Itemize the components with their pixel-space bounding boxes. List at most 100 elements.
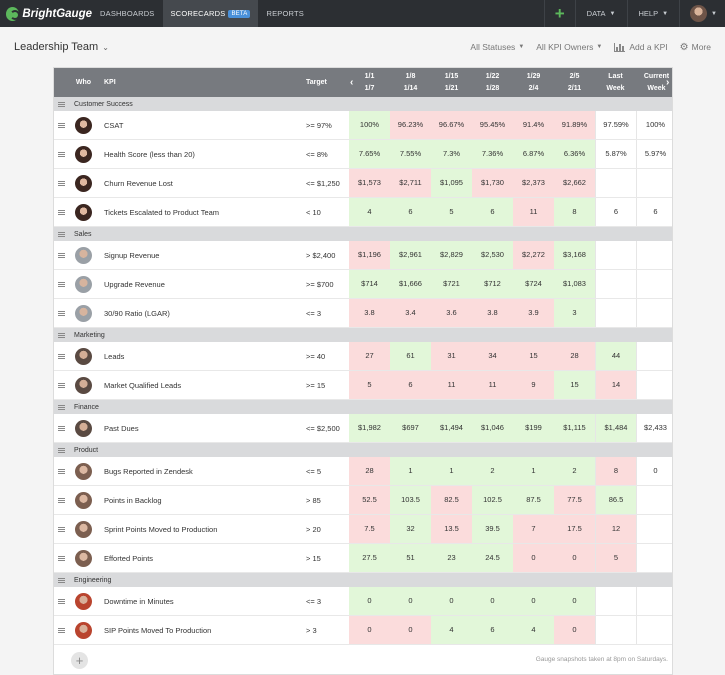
current-week-cell[interactable] (636, 486, 672, 514)
value-cell[interactable]: 82.5 (431, 486, 472, 514)
value-cell[interactable]: 87.5 (513, 486, 554, 514)
value-cell[interactable]: $1,095 (431, 169, 472, 197)
last-week-cell[interactable] (595, 299, 636, 327)
value-cell[interactable]: $1,494 (431, 414, 472, 442)
value-cell[interactable]: 6 (390, 198, 431, 226)
value-cell[interactable]: 7 (513, 515, 554, 543)
drag-handle-icon[interactable] (58, 332, 65, 338)
table-row[interactable]: Sprint Points Moved to Production > 20 7.5… (54, 515, 672, 544)
value-cell[interactable]: 3.9 (513, 299, 554, 327)
kpi-name[interactable]: Health Score (less than 20) (104, 150, 195, 159)
value-cell[interactable]: $3,168 (554, 241, 595, 269)
table-row[interactable]: Churn Revenue Lost <= $1,250 $1,573 $2,711 $… (54, 169, 672, 198)
value-cell[interactable]: 7.65% (349, 140, 390, 168)
last-week-cell[interactable]: 5 (595, 544, 636, 572)
value-cell[interactable]: 6 (390, 371, 431, 399)
kpi-name[interactable]: Churn Revenue Lost (104, 179, 173, 188)
value-cell[interactable]: 23 (431, 544, 472, 572)
value-cell[interactable]: $1,196 (349, 241, 390, 269)
value-cell[interactable]: 0 (390, 587, 431, 615)
value-cell[interactable]: 0 (431, 587, 472, 615)
value-cell[interactable]: $2,829 (431, 241, 472, 269)
help-menu[interactable]: HELP ▼ (628, 0, 680, 27)
value-cell[interactable]: 3 (554, 299, 595, 327)
current-week-cell[interactable] (636, 515, 672, 543)
value-cell[interactable]: 3.6 (431, 299, 472, 327)
value-cell[interactable]: 6.36% (554, 140, 595, 168)
last-week-cell[interactable] (595, 270, 636, 298)
last-week-cell[interactable] (595, 587, 636, 615)
value-cell[interactable]: $1,115 (554, 414, 595, 442)
value-cell[interactable]: 96.23% (390, 111, 431, 139)
drag-handle-icon[interactable] (58, 253, 65, 258)
value-cell[interactable]: 96.67% (431, 111, 472, 139)
table-row[interactable]: Efforted Points > 15 27.5 51 23 24.5 0 0 5 (54, 544, 672, 573)
value-cell[interactable]: $2,373 (513, 169, 554, 197)
drag-handle-icon[interactable] (58, 311, 65, 316)
kpi-name[interactable]: Signup Revenue (104, 251, 160, 260)
drag-handle-icon[interactable] (58, 447, 65, 453)
value-cell[interactable]: 24.5 (472, 544, 513, 572)
value-cell[interactable]: 100% (349, 111, 390, 139)
value-cell[interactable]: 11 (472, 371, 513, 399)
value-cell[interactable]: $1,083 (554, 270, 595, 298)
drag-handle-icon[interactable] (58, 426, 65, 431)
last-week-cell[interactable]: 12 (595, 515, 636, 543)
nav-dashboards[interactable]: DASHBOARDS (100, 9, 155, 18)
drag-handle-icon[interactable] (58, 628, 65, 633)
nav-scorecards[interactable]: SCORECARDS BETA (162, 0, 259, 27)
value-cell[interactable]: 91.4% (513, 111, 554, 139)
status-filter[interactable]: All Statuses ▼ (470, 42, 524, 52)
value-cell[interactable]: 0 (513, 544, 554, 572)
value-cell[interactable]: 9 (513, 371, 554, 399)
value-cell[interactable]: 0 (513, 587, 554, 615)
team-selector[interactable]: Leadership Team ⌄ (14, 41, 109, 53)
current-week-cell[interactable] (636, 169, 672, 197)
value-cell[interactable]: 2 (554, 457, 595, 485)
last-week-cell[interactable] (595, 241, 636, 269)
value-cell[interactable]: $1,982 (349, 414, 390, 442)
value-cell[interactable]: $724 (513, 270, 554, 298)
table-row[interactable]: Bugs Reported in Zendesk <= 5 28 1 1 2 1 2 8 0 (54, 457, 672, 486)
value-cell[interactable]: 4 (431, 616, 472, 644)
table-row[interactable]: Leads >= 40 27 61 31 34 15 28 44 (54, 342, 672, 371)
table-row[interactable]: Past Dues <= $2,500 $1,982 $697 $1,494 $1,046… (54, 414, 672, 443)
value-cell[interactable]: $1,730 (472, 169, 513, 197)
current-week-cell[interactable]: 6 (636, 198, 672, 226)
last-week-cell[interactable]: 97.59% (595, 111, 636, 139)
user-menu[interactable]: ▼ (680, 5, 725, 22)
last-week-cell[interactable] (595, 616, 636, 644)
table-row[interactable]: Tickets Escalated to Product Team < 10 4 6 5… (54, 198, 672, 227)
value-cell[interactable]: 102.5 (472, 486, 513, 514)
kpi-name[interactable]: 30/90 Ratio (LGAR) (104, 309, 170, 318)
current-week-cell[interactable]: 5.97% (636, 140, 672, 168)
current-week-cell[interactable] (636, 371, 672, 399)
kpi-name[interactable]: Downtime in Minutes (104, 597, 174, 606)
value-cell[interactable]: 15 (513, 342, 554, 370)
value-cell[interactable]: $1,666 (390, 270, 431, 298)
kpi-name[interactable]: Market Qualified Leads (104, 381, 182, 390)
value-cell[interactable]: 6 (472, 616, 513, 644)
value-cell[interactable]: $712 (472, 270, 513, 298)
drag-handle-icon[interactable] (58, 383, 65, 388)
last-week-cell[interactable] (595, 169, 636, 197)
drag-handle-icon[interactable] (58, 231, 65, 237)
nav-reports[interactable]: REPORTS (266, 9, 305, 18)
value-cell[interactable]: 8 (554, 198, 595, 226)
value-cell[interactable]: 0 (554, 544, 595, 572)
value-cell[interactable]: $714 (349, 270, 390, 298)
value-cell[interactable]: 95.45% (472, 111, 513, 139)
drag-handle-icon[interactable] (58, 101, 65, 107)
add-kpi-button[interactable]: Add a KPI (614, 42, 668, 52)
last-week-cell[interactable]: $1,484 (595, 414, 636, 442)
value-cell[interactable]: 1 (513, 457, 554, 485)
value-cell[interactable]: 27 (349, 342, 390, 370)
table-row[interactable]: Market Qualified Leads >= 15 5 6 11 11 9 15 14 (54, 371, 672, 400)
last-week-cell[interactable]: 44 (595, 342, 636, 370)
value-cell[interactable]: $2,961 (390, 241, 431, 269)
drag-handle-icon[interactable] (58, 469, 65, 474)
value-cell[interactable]: 1 (390, 457, 431, 485)
kpi-name[interactable]: Leads (104, 352, 125, 361)
prev-weeks-arrow-icon[interactable]: ‹ (350, 77, 354, 88)
value-cell[interactable]: 0 (554, 587, 595, 615)
